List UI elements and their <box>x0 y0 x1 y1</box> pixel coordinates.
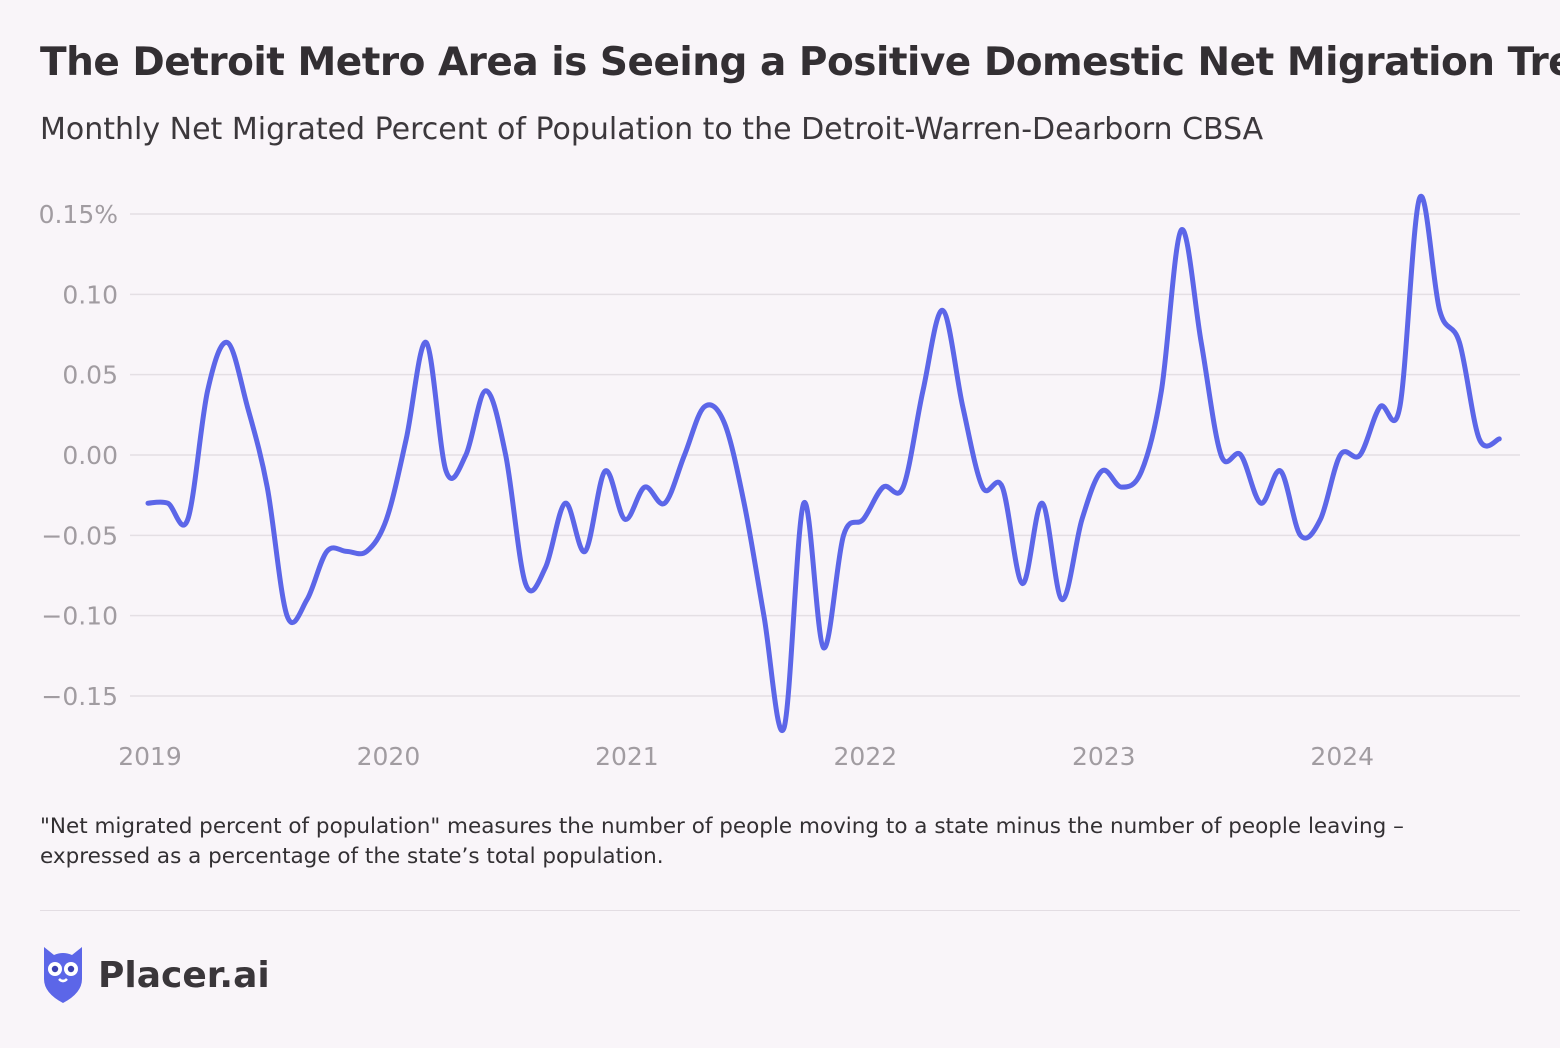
gridlines <box>130 213 1520 697</box>
footnote-line-2: expressed as a percentage of the state’s… <box>40 844 664 869</box>
data-point <box>483 388 489 394</box>
data-point <box>960 404 966 410</box>
data-point <box>364 548 370 554</box>
footnote: "Net migrated percent of population" mea… <box>40 812 1500 872</box>
data-point <box>383 516 389 522</box>
data-point <box>224 340 230 346</box>
data-point <box>1099 468 1105 474</box>
data-point <box>165 500 171 506</box>
data-point <box>900 484 906 490</box>
data-point <box>1039 500 1045 506</box>
brand[interactable]: Placer.ai <box>40 942 270 1008</box>
data-point <box>1198 340 1204 346</box>
data-point <box>503 452 509 458</box>
series-line <box>145 193 1502 734</box>
data-point <box>721 420 727 426</box>
data-point <box>1278 468 1284 474</box>
data-point <box>1258 500 1264 506</box>
data-point <box>980 484 986 490</box>
x-tick-label: 2023 <box>1072 742 1136 771</box>
data-point <box>582 548 588 554</box>
data-point <box>205 388 211 394</box>
y-tick-label: 0.15% <box>39 200 118 229</box>
y-tick-label: −0.10 <box>41 602 118 631</box>
data-point <box>1437 307 1443 313</box>
data-point <box>1377 404 1383 410</box>
data-point <box>1079 516 1085 522</box>
data-point <box>185 516 191 522</box>
data-point <box>741 500 747 506</box>
data-point <box>1158 388 1164 394</box>
data-point <box>622 516 628 522</box>
data-point <box>781 725 787 731</box>
data-point <box>1019 581 1025 587</box>
data-point <box>701 404 707 410</box>
data-point <box>1317 516 1323 522</box>
data-point <box>761 613 767 619</box>
data-point <box>1218 452 1224 458</box>
data-point <box>999 484 1005 490</box>
data-point <box>522 581 528 587</box>
brand-name: Placer.ai <box>98 954 270 996</box>
owl-logo-icon <box>40 941 86 1009</box>
data-point <box>602 468 608 474</box>
data-point <box>244 404 250 410</box>
data-point <box>1357 452 1363 458</box>
data-point <box>821 645 827 651</box>
y-tick-label: −0.05 <box>41 521 118 550</box>
line-chart: 0.15% 0.10 0.05 0.00 −0.05 −0.10 −0.15 2019 202… <box>39 193 1520 771</box>
y-tick-label: −0.15 <box>41 682 118 711</box>
x-tick-label: 2022 <box>834 742 898 771</box>
data-point <box>662 500 668 506</box>
data-point <box>1178 227 1184 233</box>
data-point <box>542 564 548 570</box>
data-point <box>264 484 270 490</box>
x-axis-ticks: 2019 2020 2021 2022 2023 2024 <box>118 742 1374 771</box>
data-point <box>880 484 886 490</box>
chart-title: The Detroit Metro Area is Seeing a Posit… <box>40 40 1560 85</box>
data-point <box>324 548 330 554</box>
series-layer <box>145 193 1502 734</box>
x-tick-label: 2020 <box>357 742 421 771</box>
footer-divider <box>40 910 1520 911</box>
data-point <box>403 436 409 442</box>
footnote-line-1: "Net migrated percent of population" mea… <box>40 814 1404 839</box>
data-point <box>1238 452 1244 458</box>
data-point <box>920 388 926 394</box>
data-point <box>940 307 946 313</box>
data-point <box>1417 195 1423 201</box>
data-point <box>562 500 568 506</box>
data-point <box>1456 340 1462 346</box>
y-axis-ticks: 0.15% 0.10 0.05 0.00 −0.05 −0.10 −0.15 <box>39 200 118 711</box>
data-point <box>682 452 688 458</box>
data-point <box>1397 404 1403 410</box>
data-point <box>1119 484 1125 490</box>
data-point <box>1476 436 1482 442</box>
data-point <box>801 500 807 506</box>
data-point <box>284 613 290 619</box>
data-point <box>145 500 151 506</box>
chart-subtitle: Monthly Net Migrated Percent of Populati… <box>40 112 1264 147</box>
data-point <box>841 532 847 538</box>
y-tick-label: 0.10 <box>62 280 118 309</box>
data-point <box>423 340 429 346</box>
data-point <box>304 597 310 603</box>
data-point <box>860 516 866 522</box>
data-point <box>1139 468 1145 474</box>
data-point <box>1297 532 1303 538</box>
data-point <box>1496 436 1502 442</box>
data-point <box>1337 452 1343 458</box>
data-point <box>1059 597 1065 603</box>
x-tick-label: 2024 <box>1310 742 1374 771</box>
data-point <box>344 548 350 554</box>
data-point <box>642 484 648 490</box>
y-tick-label: 0.05 <box>62 361 118 390</box>
data-point <box>443 468 449 474</box>
x-tick-label: 2021 <box>595 742 659 771</box>
data-point <box>463 452 469 458</box>
x-tick-label: 2019 <box>118 742 182 771</box>
y-tick-label: 0.00 <box>62 441 118 470</box>
